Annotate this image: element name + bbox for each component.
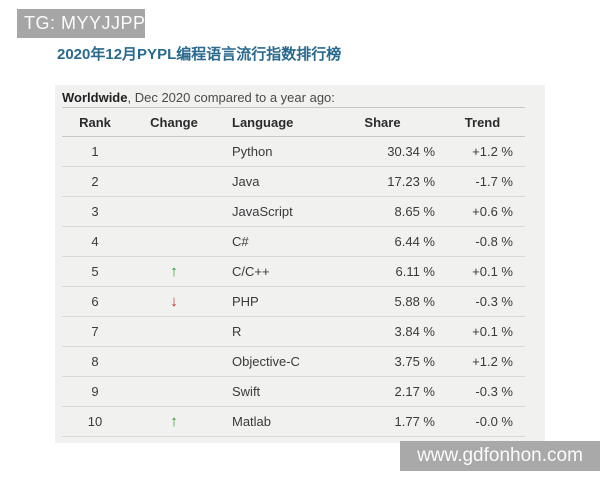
share-cell: 8.65 % — [325, 196, 440, 227]
table-row: 2 Java 17.23 % -1.7 % — [62, 166, 525, 197]
language-ranking-table: Rank Change Language Share Trend 1 Pytho… — [62, 107, 525, 437]
ranking-panel: Worldwide, Dec 2020 compared to a year a… — [55, 85, 545, 443]
rank-cell: 1 — [62, 136, 128, 167]
language-cell: Matlab — [220, 406, 325, 437]
table-row: 7 R 3.84 % +0.1 % — [62, 316, 525, 347]
language-cell: C# — [220, 226, 325, 257]
language-cell: PHP — [220, 286, 325, 317]
watermark-bottom-right: www.gdfonhon.com — [400, 441, 600, 471]
subtitle-period-label: , Dec 2020 compared to a year ago: — [127, 90, 335, 105]
change-cell — [128, 376, 220, 407]
language-cell: C/C++ — [220, 256, 325, 287]
trend-cell: +0.6 % — [440, 196, 525, 227]
share-cell: 30.34 % — [325, 136, 440, 167]
share-cell: 1.77 % — [325, 406, 440, 437]
up-arrow-icon: ↑ — [170, 263, 178, 280]
trend-cell: +0.1 % — [440, 316, 525, 347]
trend-cell: -0.3 % — [440, 286, 525, 317]
table-row: 3 JavaScript 8.65 % +0.6 % — [62, 196, 525, 227]
column-header-rank[interactable]: Rank — [62, 107, 128, 137]
rank-cell: 5 — [62, 256, 128, 287]
trend-cell: +1.2 % — [440, 346, 525, 377]
change-cell — [128, 346, 220, 377]
change-cell — [128, 136, 220, 167]
rank-cell: 7 — [62, 316, 128, 347]
share-cell: 2.17 % — [325, 376, 440, 407]
change-cell — [128, 226, 220, 257]
share-cell: 3.75 % — [325, 346, 440, 377]
change-cell: ↑ — [128, 406, 220, 437]
page-title: 2020年12月PYPL编程语言流行指数排行榜 — [57, 46, 342, 63]
change-cell: ↑ — [128, 256, 220, 287]
language-cell: JavaScript — [220, 196, 325, 227]
rank-cell: 2 — [62, 166, 128, 197]
table-row: 9 Swift 2.17 % -0.3 % — [62, 376, 525, 407]
language-cell: R — [220, 316, 325, 347]
share-cell: 5.88 % — [325, 286, 440, 317]
share-cell: 6.11 % — [325, 256, 440, 287]
change-cell — [128, 196, 220, 227]
table-row: 8 Objective-C 3.75 % +1.2 % — [62, 346, 525, 377]
table-row: 5 ↑ C/C++ 6.11 % +0.1 % — [62, 256, 525, 287]
share-cell: 3.84 % — [325, 316, 440, 347]
column-header-language[interactable]: Language — [220, 107, 325, 137]
rank-cell: 3 — [62, 196, 128, 227]
column-header-share[interactable]: Share — [325, 107, 440, 137]
trend-cell: -0.3 % — [440, 376, 525, 407]
column-header-change[interactable]: Change — [128, 107, 220, 137]
down-arrow-icon: ↓ — [170, 293, 178, 310]
language-cell: Objective-C — [220, 346, 325, 377]
change-cell — [128, 316, 220, 347]
table-row: 10 ↑ Matlab 1.77 % -0.0 % — [62, 406, 525, 437]
subtitle-region-label: Worldwide — [62, 90, 128, 105]
trend-cell: -0.0 % — [440, 406, 525, 437]
change-cell: ↓ — [128, 286, 220, 317]
rank-cell: 6 — [62, 286, 128, 317]
rank-cell: 4 — [62, 226, 128, 257]
up-arrow-icon: ↑ — [170, 413, 178, 430]
trend-cell: +1.2 % — [440, 136, 525, 167]
column-header-trend[interactable]: Trend — [440, 107, 525, 137]
table-row: 1 Python 30.34 % +1.2 % — [62, 136, 525, 167]
rank-cell: 10 — [62, 406, 128, 437]
change-cell — [128, 166, 220, 197]
language-cell: Python — [220, 136, 325, 167]
rank-cell: 9 — [62, 376, 128, 407]
rank-cell: 8 — [62, 346, 128, 377]
language-cell: Java — [220, 166, 325, 197]
share-cell: 17.23 % — [325, 166, 440, 197]
table-row: 4 C# 6.44 % -0.8 % — [62, 226, 525, 257]
language-cell: Swift — [220, 376, 325, 407]
table-row: 6 ↓ PHP 5.88 % -0.3 % — [62, 286, 525, 317]
trend-cell: +0.1 % — [440, 256, 525, 287]
table-header-row: Rank Change Language Share Trend — [62, 107, 525, 137]
table-subtitle: Worldwide, Dec 2020 compared to a year a… — [62, 90, 335, 105]
share-cell: 6.44 % — [325, 226, 440, 257]
trend-cell: -1.7 % — [440, 166, 525, 197]
trend-cell: -0.8 % — [440, 226, 525, 257]
watermark-top-left: TG: MYYJJPP — [17, 9, 145, 38]
